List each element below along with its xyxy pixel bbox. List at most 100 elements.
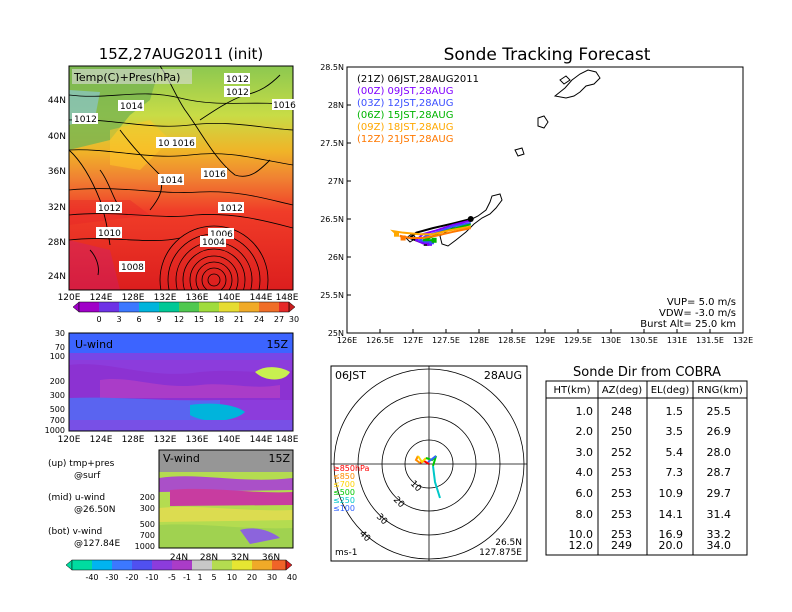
track-axis: 126E 126.5E 127E 127.5E 128E 128.5E 129E 129.5E…: [320, 63, 753, 345]
colorbar-tick: -5: [168, 573, 176, 582]
table-row: 6.0 253 10.9 29.7: [576, 487, 732, 500]
table-cell: 253: [611, 487, 632, 500]
note-line: (bot) v-wind: [48, 527, 102, 537]
map-label: Temp(C)+Pres(hPa): [73, 71, 180, 84]
colorbar-tick: 12: [174, 315, 184, 324]
table-row: 10.0 253 16.9 33.2: [569, 528, 732, 541]
map-lat-tick: 32N: [48, 203, 66, 213]
pres-tick: 700: [140, 531, 155, 540]
pressure-label: 1010: [98, 229, 121, 239]
table-row: 3.0 252 5.4 28.0: [576, 446, 732, 459]
uwind-lon-tick: 148E: [276, 435, 299, 445]
track-series: [390, 216, 474, 246]
level-label: ≤250: [333, 496, 355, 505]
level-legend: ≥850hPa ≤850 ≤700 ≤500 ≤250 ≤100: [333, 464, 370, 513]
polar-lat: 26.5N: [495, 538, 522, 548]
table-title: Sonde Dir from COBRA: [573, 365, 721, 380]
map-lon-tick: 128E: [122, 293, 145, 303]
vwind-pressure-axis: 200 300 500 700 1000: [135, 493, 155, 551]
table-cell: 12.0: [569, 539, 594, 552]
legend-entry: (21Z) 06JST,28AUG2011: [357, 74, 479, 85]
table-cell: 28.0: [707, 446, 732, 459]
y-tick-label: 28.5N: [320, 63, 344, 72]
wind-colorbar-labels: -40 -30 -20 -10 -5 -1 1 5 10 20 30 40: [85, 573, 297, 582]
table-cell: 5.4: [666, 446, 684, 459]
table-cell: 20.0: [659, 539, 684, 552]
colorbar-tick: -1: [183, 573, 191, 582]
pressure-label: 1016: [203, 170, 226, 180]
note-line: @surf: [74, 471, 101, 481]
level-label: ≤500: [333, 488, 355, 497]
colorbar-tick: -30: [105, 573, 118, 582]
table-row: 8.0 253 14.1 31.4: [576, 508, 732, 521]
colorbar-tick: 5: [211, 573, 216, 582]
x-tick-label: 127E: [403, 336, 423, 345]
map-lon-axis: 120E 124E 128E 132E 136E 140E 144E 148E: [58, 293, 299, 303]
pres-tick: 700: [50, 416, 65, 425]
pres-tick: 200: [140, 493, 155, 502]
temperature-colorbar: [72, 301, 296, 313]
track-title: Sonde Tracking Forecast: [444, 45, 651, 65]
level-label: ≥850hPa: [333, 464, 370, 473]
track-endpoint-marker: [431, 237, 437, 243]
uwind-lon-tick: 120E: [58, 435, 81, 445]
x-tick-label: 126.5E: [366, 336, 394, 345]
pressure-label: 1008: [121, 263, 144, 273]
colorbar-tick: 30: [267, 573, 277, 582]
pressure-label: 1004: [202, 238, 225, 248]
vwind-section: [159, 450, 293, 548]
pressure-label: 1014: [120, 102, 143, 112]
pressure-label: 1014: [160, 176, 183, 186]
temperature-colorbar-labels: 0 3 6 9 12 15 18 21 24 27 30: [96, 315, 299, 324]
note-line: (mid) u-wind: [48, 493, 105, 503]
info-line: Burst Alt= 25.0 km: [640, 319, 736, 330]
table-header-cell: HT(km): [554, 385, 591, 396]
table-cell: 3.5: [666, 425, 684, 438]
pres-tick: 70: [55, 343, 65, 352]
vwind-time: 15Z: [268, 452, 290, 465]
colorbar-tick: -40: [85, 573, 98, 582]
track-line: [417, 221, 471, 243]
polar-date: 28AUG: [484, 369, 522, 382]
uwind-lon-tick: 132E: [154, 435, 177, 445]
polar-unit: ms-1: [335, 548, 357, 558]
vwind-lat-axis: 24N 28N 32N 36N: [170, 553, 280, 563]
legend-entry: (06Z) 15JST,28AUG: [357, 110, 454, 121]
table-cell: 1.0: [576, 405, 594, 418]
colorbar-tick: 27: [274, 315, 284, 324]
pres-tick: 500: [50, 405, 65, 414]
wind-colorbar: [65, 559, 293, 571]
pressure-label: 1012: [74, 115, 97, 125]
table-cell: 10.0: [569, 528, 594, 541]
colorbar-tick: 24: [254, 315, 264, 324]
y-tick-label: 26N: [328, 253, 344, 262]
map-lon-tick: 140E: [218, 293, 241, 303]
table-row: 2.0 250 3.5 26.9: [576, 425, 732, 438]
y-tick-label: 25N: [328, 329, 344, 338]
polar-rings: [331, 366, 527, 561]
vwind-lat-tick: 36N: [262, 553, 280, 563]
vwind-lat-tick: 24N: [170, 553, 188, 563]
pressure-label: 1012: [226, 75, 249, 85]
pres-tick: 500: [140, 520, 155, 529]
uwind-lon-axis: 120E 124E 128E 132E 136E 140E 144E 148E: [58, 435, 299, 445]
table-cell: 26.9: [707, 425, 732, 438]
map-lon-tick: 124E: [90, 293, 113, 303]
pres-tick: 1000: [135, 542, 155, 551]
colorbar-tick: 30: [289, 315, 299, 324]
colorbar-tick: 9: [156, 315, 161, 324]
legend-entry: (03Z) 12JST,28AUG: [357, 98, 454, 109]
y-tick-label: 28N: [328, 101, 344, 110]
table-cell: 252: [611, 446, 632, 459]
table-body: 1.0 248 1.5 25.5 2.0 250 3.5 26.9 3.0 25…: [569, 405, 732, 552]
track-endpoint-marker: [428, 239, 434, 245]
colorbar-tick: 10: [227, 573, 237, 582]
x-tick-label: 128.5E: [498, 336, 526, 345]
colorbar-tick: 21: [234, 315, 244, 324]
colorbar-tick: 18: [214, 315, 224, 324]
x-tick-label: 127.5E: [432, 336, 460, 345]
pressure-label: 1016: [273, 101, 296, 111]
table-cell: 34.0: [707, 539, 732, 552]
info-line: VUP= 5.0 m/s: [667, 297, 736, 308]
